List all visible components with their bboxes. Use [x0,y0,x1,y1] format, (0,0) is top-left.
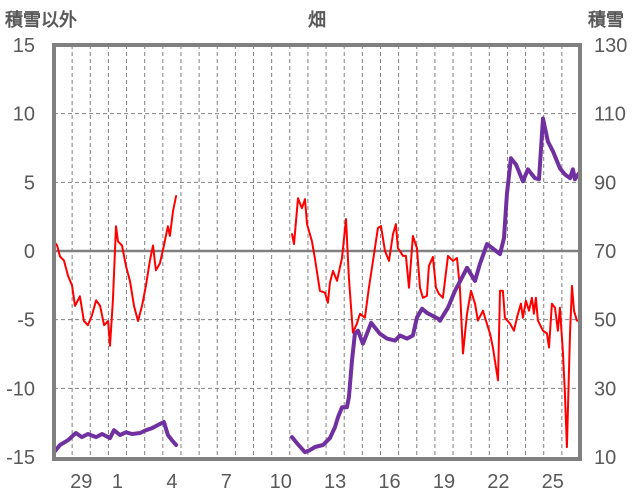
non-snow-line [53,195,178,347]
y-tick-label: -5 [17,310,35,332]
y-tick-label: 15 [13,35,35,57]
y-tick-label: -10 [6,378,35,400]
left-axis-title: 積雪以外 [5,10,77,31]
chart-title: 畑 [308,10,326,31]
y-tick-label: -15 [6,447,35,469]
x-tick-label: 1 [112,471,123,493]
x-tick-label: 19 [433,471,455,493]
y2-tick-label: 90 [594,172,616,194]
x-tick-label: 10 [270,471,292,493]
y2-tick-label: 130 [594,35,627,57]
y2-tick-label: 110 [594,104,626,126]
x-tick-label: 25 [542,471,564,493]
x-tick-label: 7 [221,471,232,493]
x-tick-label: 13 [324,471,346,493]
snow-depth-line [52,420,179,455]
non-snow-line [291,197,581,449]
plot-frame [52,43,582,461]
right-axis-title: 積雪 [588,10,624,31]
x-tick-label: 4 [166,471,177,493]
y-tick-label: 10 [13,104,35,126]
snow-depth-line [290,116,581,455]
y-tick-label: 5 [24,172,35,194]
y2-tick-label: 30 [594,378,616,400]
x-tick-label: 29 [70,471,92,493]
y-tick-label: 0 [24,241,35,263]
y2-tick-label: 50 [594,310,616,332]
x-tick-label: 16 [378,471,400,493]
x-tick-label: 22 [487,471,509,493]
y2-tick-label: 70 [594,241,616,263]
y2-tick-label: 10 [594,447,616,469]
